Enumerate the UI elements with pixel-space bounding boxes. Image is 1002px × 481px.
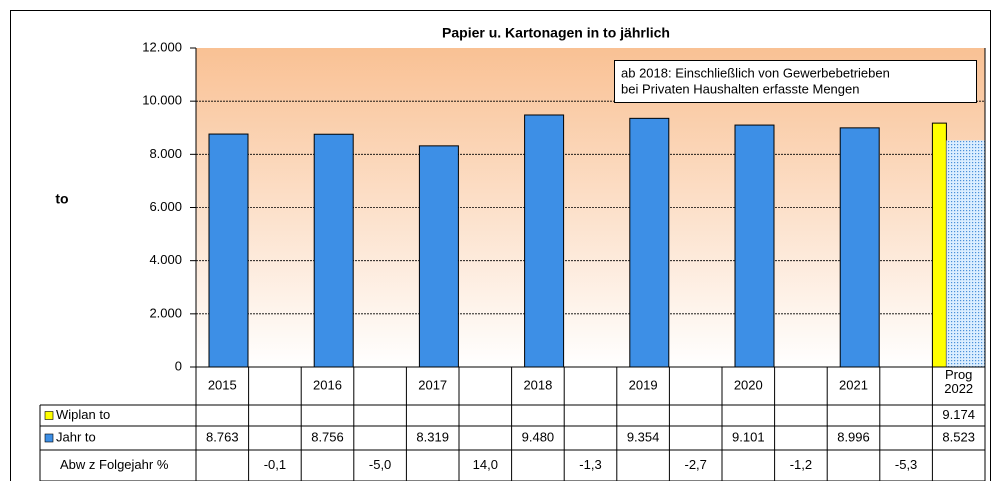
legend-label: Jahr to — [56, 429, 96, 444]
y-tick-label: 0 — [175, 358, 182, 373]
bar — [946, 140, 985, 367]
annotation: ab 2018: Einschließlich von Gewerbebetri… — [621, 65, 890, 80]
data-label: 14,0 — [473, 457, 498, 472]
legend-label: Abw z Folgejahr % — [60, 457, 169, 472]
bar — [931, 122, 947, 368]
data-label: -2,7 — [684, 457, 706, 472]
data-label: 9.354 — [627, 429, 660, 444]
data-label: -1,2 — [790, 457, 812, 472]
data-label: 8.996 — [837, 429, 870, 444]
bar — [734, 124, 775, 368]
y-tick-label: 8.000 — [149, 146, 182, 161]
legend-label: Wiplan to — [56, 407, 110, 422]
data-label: 8.756 — [311, 429, 344, 444]
bar — [313, 133, 354, 368]
annotation-box — [614, 60, 977, 103]
data-label: -5,0 — [369, 457, 391, 472]
data-label: -0,1 — [264, 457, 286, 472]
x-tick-label: 2019 — [629, 377, 658, 392]
annotation: bei Privaten Haushalten erfasste Mengen — [621, 81, 859, 96]
y-axis-label: to — [55, 191, 68, 207]
y-tick-label: 2.000 — [149, 305, 182, 320]
data-label: 9.101 — [732, 429, 765, 444]
x-tick-label: Prog 2022 — [944, 367, 973, 396]
bar — [839, 127, 880, 368]
x-tick-label: 2021 — [839, 377, 868, 392]
data-label: -1,3 — [579, 457, 601, 472]
y-tick-label: 10.000 — [142, 93, 182, 108]
y-tick-label: 4.000 — [149, 252, 182, 267]
data-label: 8.523 — [942, 429, 975, 444]
data-label: -5,3 — [895, 457, 917, 472]
bar — [208, 133, 249, 368]
bar — [629, 117, 670, 368]
y-tick-label: 6.000 — [149, 199, 182, 214]
x-tick-label: 2016 — [313, 377, 342, 392]
legend-key — [44, 411, 54, 420]
data-label: 8.763 — [206, 429, 239, 444]
y-tick-label: 12.000 — [142, 39, 182, 54]
x-tick-label: 2018 — [523, 377, 552, 392]
legend-key — [44, 433, 54, 443]
data-label: 9.174 — [942, 407, 975, 422]
data-label: 9.480 — [522, 429, 555, 444]
bar — [524, 114, 565, 368]
x-tick-label: 2017 — [418, 377, 447, 392]
data-label: 8.319 — [416, 429, 449, 444]
x-tick-label: 2015 — [208, 377, 237, 392]
x-tick-label: 2020 — [734, 377, 763, 392]
chart-title: Papier u. Kartonagen in to jährlich — [442, 25, 670, 41]
bar — [418, 145, 459, 368]
